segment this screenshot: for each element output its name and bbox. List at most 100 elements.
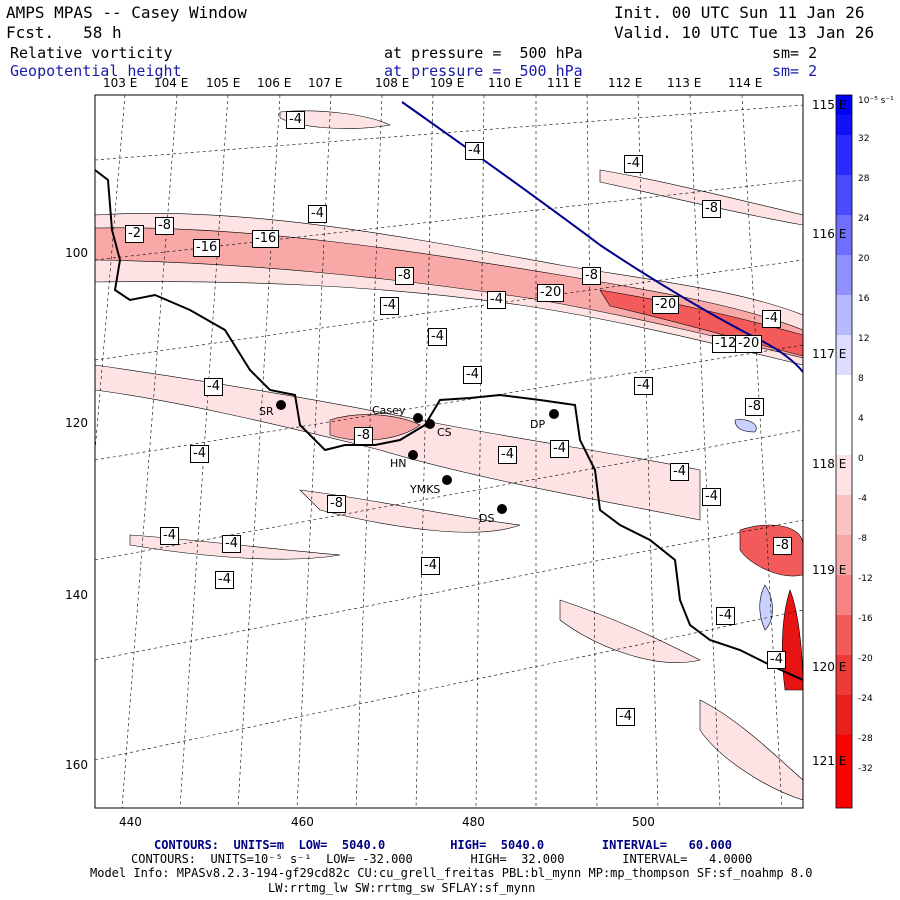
map-fields xyxy=(95,95,803,808)
contour-label: -4 xyxy=(634,377,653,395)
contour-label: -4 xyxy=(190,445,209,463)
contour-label: -16 xyxy=(193,239,221,257)
vorticity-contour-info: CONTOURS: UNITS=10⁻⁵ s⁻¹ LOW= -32.000 HI… xyxy=(131,852,753,866)
model-info-physics: LW:rrtmg_lw SW:rrtmg_sw SFLAY:sf_mynn xyxy=(268,881,536,895)
top-lon-label: 112 E xyxy=(608,76,643,90)
field2-smoothing: sm= 2 xyxy=(772,62,818,80)
station-label-cs: CS xyxy=(437,426,452,439)
map-frame xyxy=(94,94,804,809)
plot-title: AMPS MPAS -- Casey Window xyxy=(6,3,247,22)
vorticity-max-southeast xyxy=(781,589,803,691)
contour-label: -20 xyxy=(735,335,763,353)
colorbar-tick: 8 xyxy=(858,374,864,384)
contour-label: -4 xyxy=(498,446,517,464)
contour-label: -2 xyxy=(125,225,144,243)
contour-label: -8 xyxy=(745,398,764,416)
contour-label: -20 xyxy=(537,284,565,302)
station-label-hn: HN xyxy=(390,457,407,470)
station-markers xyxy=(276,400,559,514)
contour-label: -4 xyxy=(222,535,241,553)
vorticity-patch-south xyxy=(559,599,701,663)
field2-name: Geopotential height xyxy=(10,62,182,80)
colorbar-tick: -24 xyxy=(858,694,873,704)
contour-label: -8 xyxy=(327,495,346,513)
top-lon-label: 105 E xyxy=(206,76,241,90)
right-lon-label: 116 E xyxy=(812,227,847,241)
contour-label: -4 xyxy=(215,571,234,589)
contour-label: -8 xyxy=(155,217,174,235)
vorticity-positive-southeast xyxy=(759,584,773,631)
contour-label: -4 xyxy=(160,527,179,545)
colorbar-tick: 32 xyxy=(858,134,870,144)
field1-level: at pressure = 500 hPa xyxy=(384,44,583,62)
model-info: Model Info: MPASv8.2.3-194-gf29cd82c CU:… xyxy=(90,866,813,880)
right-lon-label: 115 E xyxy=(812,98,847,112)
contour-label: -4 xyxy=(465,142,484,160)
colorbar xyxy=(835,94,853,809)
colorbar-tick: 20 xyxy=(858,254,870,264)
station-dot-cs xyxy=(425,419,435,429)
colorbar-tick: -20 xyxy=(858,654,873,664)
colorbar-tick: -16 xyxy=(858,614,873,624)
contour-label: -8 xyxy=(582,267,601,285)
contour-label: -4 xyxy=(762,310,781,328)
field1-smoothing: sm= 2 xyxy=(772,44,818,62)
valid-time: Valid. 10 UTC Tue 13 Jan 26 xyxy=(614,23,875,42)
top-lon-label: 111 E xyxy=(547,76,582,90)
init-time: Init. 00 UTC Sun 11 Jan 26 xyxy=(614,3,865,22)
contour-label: -4 xyxy=(487,291,506,309)
x-tick-label: 460 xyxy=(291,815,314,829)
graticule xyxy=(95,95,803,808)
y-tick-label: 140 xyxy=(65,588,88,602)
colorbar-tick: -28 xyxy=(858,734,873,744)
contour-label: -8 xyxy=(354,427,373,445)
colorbar-tick: 12 xyxy=(858,334,870,344)
contour-label: -4 xyxy=(204,378,223,396)
contour-label: -4 xyxy=(550,440,569,458)
colorbar-tick: 4 xyxy=(858,414,864,424)
contour-label: -4 xyxy=(428,328,447,346)
contour-label: -4 xyxy=(421,557,440,575)
y-tick-label: 120 xyxy=(65,416,88,430)
top-lon-label: 110 E xyxy=(488,76,523,90)
contour-label: -4 xyxy=(308,205,327,223)
right-lon-label: 117 E xyxy=(812,347,847,361)
contour-label: -4 xyxy=(670,463,689,481)
colorbar-tick: -8 xyxy=(858,534,867,544)
coastline xyxy=(95,169,803,681)
colorbar-tick: 24 xyxy=(858,214,870,224)
vorticity-band-upper-right xyxy=(599,169,803,226)
contour-label: -8 xyxy=(773,537,792,555)
contour-label: -20 xyxy=(652,296,680,314)
colorbar-unit: 10⁻⁵ s⁻¹ xyxy=(858,96,894,106)
colorbar-tick: 0 xyxy=(858,454,864,464)
station-dot-hn xyxy=(408,450,418,460)
station-label-ds: DS xyxy=(479,512,495,525)
top-lon-label: 109 E xyxy=(430,76,465,90)
vorticity-band-lower xyxy=(299,489,521,533)
vorticity-patch-southeast xyxy=(699,699,803,801)
colorbar-tick: -12 xyxy=(858,574,873,584)
colorbar-tick: 28 xyxy=(858,174,870,184)
vorticity-patch-east xyxy=(739,524,803,577)
top-lon-label: 103 E xyxy=(103,76,138,90)
contour-label: -4 xyxy=(716,607,735,625)
station-dot-dp xyxy=(549,409,559,419)
top-lon-label: 114 E xyxy=(728,76,763,90)
right-lon-label: 120 E xyxy=(812,660,847,674)
contour-label: -16 xyxy=(252,230,280,248)
height-contour-info: CONTOURS: UNITS=m LOW= 5040.0 HIGH= 5040… xyxy=(154,838,732,852)
vorticity-band-mid xyxy=(95,364,701,521)
station-dot-sr xyxy=(276,400,286,410)
contour-label: -4 xyxy=(616,708,635,726)
field1-name: Relative vorticity xyxy=(10,44,173,62)
station-dot-ymks xyxy=(442,475,452,485)
contour-label: -8 xyxy=(395,267,414,285)
contour-label: -4 xyxy=(380,297,399,315)
contour-label: -4 xyxy=(702,488,721,506)
station-dot-ds xyxy=(497,504,507,514)
vorticity-patch-casey xyxy=(329,414,421,441)
station-dot-casey xyxy=(413,413,423,423)
vorticity-positive-east xyxy=(734,419,757,433)
